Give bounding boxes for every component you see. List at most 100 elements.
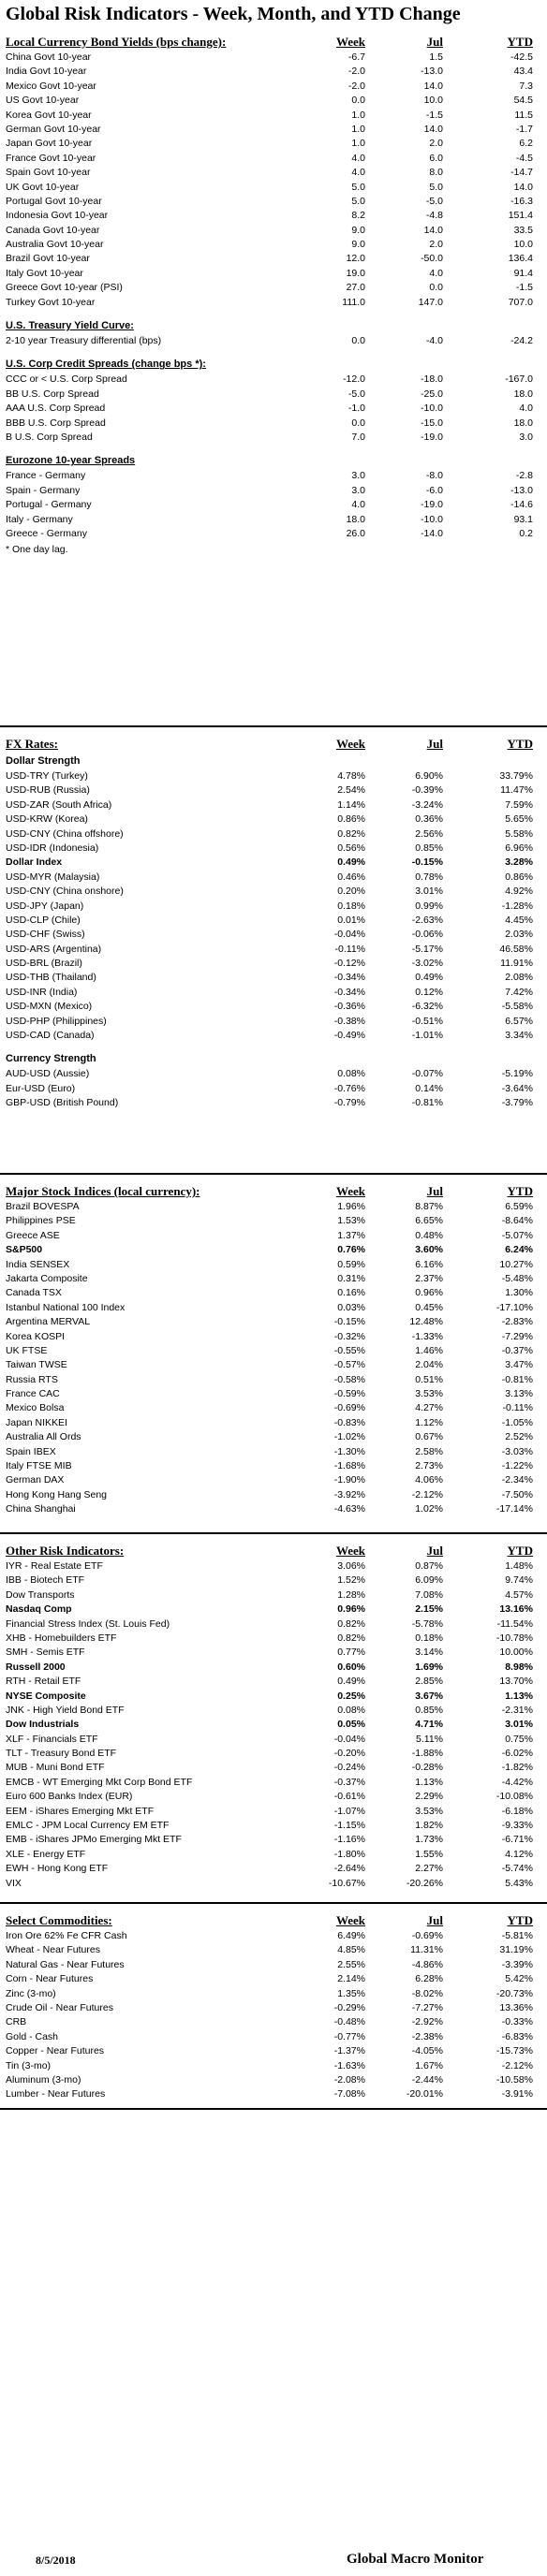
ytd-value: -5.74% bbox=[501, 1863, 533, 1875]
row-label: France Govt 10-year bbox=[6, 152, 96, 164]
row-label: Mexico Govt 10-year bbox=[6, 80, 96, 92]
section-divider bbox=[0, 1173, 547, 1175]
row-label: IYR - Real Estate ETF bbox=[6, 1560, 103, 1572]
jul-value: -0.39% bbox=[411, 784, 443, 797]
ytd-value: -24.2 bbox=[510, 335, 533, 347]
ytd-value: 5.65% bbox=[505, 813, 533, 826]
jul-value: 6.90% bbox=[415, 770, 443, 782]
week-value: 1.0 bbox=[351, 109, 365, 121]
jul-value: 1.5 bbox=[429, 51, 443, 63]
week-value: -0.20% bbox=[333, 1748, 365, 1760]
row-label: Italy Govt 10-year bbox=[6, 267, 83, 279]
ytd-value: 6.59% bbox=[505, 1201, 533, 1212]
week-value: 0.08% bbox=[337, 1704, 365, 1716]
ytd-value: 136.4 bbox=[508, 253, 533, 265]
section-divider bbox=[0, 1902, 547, 1904]
row-label: Financial Stress Index (St. Louis Fed) bbox=[6, 1617, 170, 1630]
jul-value: 0.78% bbox=[415, 871, 443, 883]
ytd-value: -6.02% bbox=[501, 1748, 533, 1760]
row-label: USD-TRY (Turkey) bbox=[6, 770, 88, 782]
ytd-value: 8.98% bbox=[505, 1661, 533, 1673]
jul-value: 10.0 bbox=[423, 95, 443, 107]
week-value: 26.0 bbox=[346, 527, 365, 539]
ytd-value: -4.5 bbox=[515, 152, 533, 164]
row-label: Gold - Cash bbox=[6, 2030, 59, 2042]
table-row: Financial Stress Index (St. Louis Fed) 0.… bbox=[0, 1617, 547, 1632]
jul-value: -10.0 bbox=[421, 513, 443, 525]
week-value: -1.37% bbox=[333, 2045, 365, 2057]
ytd-value: 18.0 bbox=[513, 417, 533, 429]
table-row: Argentina MERVAL -0.15% 12.48% -2.83% bbox=[0, 1315, 547, 1329]
ytd-value: 151.4 bbox=[508, 210, 533, 222]
row-label: Eur-USD (Euro) bbox=[6, 1082, 76, 1094]
jul-value: -6.0 bbox=[425, 484, 443, 496]
row-label: USD-THB (Thailand) bbox=[6, 972, 96, 984]
table-row: MUB - Muni Bond ETF -0.24% -0.28% -1.82% bbox=[0, 1761, 547, 1775]
week-value: -0.76% bbox=[333, 1082, 365, 1094]
row-label: India SENSEX bbox=[6, 1258, 70, 1270]
week-value: -0.61% bbox=[333, 1791, 365, 1803]
table-row: Crude Oil - Near Futures -0.29% -7.27% 13.3… bbox=[0, 2001, 547, 2015]
week-value: 3.0 bbox=[351, 470, 365, 482]
row-label: EMB - iShares JPMo Emerging Mkt ETF bbox=[6, 1834, 182, 1846]
row-label: BB U.S. Corp Spread bbox=[6, 388, 99, 400]
ytd-value: -2.83% bbox=[501, 1316, 533, 1328]
commodities-section: Select Commodities: Week Jul YTD Iron Or… bbox=[0, 1910, 547, 2102]
row-label: CRB bbox=[6, 2016, 27, 2028]
jul-value: 2.73% bbox=[415, 1460, 443, 1472]
week-value: 1.35% bbox=[337, 1987, 365, 1999]
ytd-value: 1.13% bbox=[505, 1690, 533, 1702]
table-row: Australia Govt 10-year 9.0 2.0 10.0 bbox=[0, 238, 547, 252]
row-label: EMCB - WT Emerging Mkt Corp Bond ETF bbox=[6, 1776, 193, 1788]
week-value: 8.2 bbox=[351, 210, 365, 222]
row-label: Korea Govt 10-year bbox=[6, 109, 92, 121]
jul-value: -15.0 bbox=[421, 417, 443, 429]
jul-value: 3.01% bbox=[415, 886, 443, 898]
lag-footnote: * One day lag. bbox=[6, 544, 68, 556]
ytd-value: 1.48% bbox=[505, 1560, 533, 1572]
jul-value: 8.0 bbox=[429, 167, 443, 179]
jul-value: 0.51% bbox=[415, 1373, 443, 1385]
ytd-value: -5.07% bbox=[501, 1229, 533, 1241]
row-label: 2-10 year Treasury differential (bps) bbox=[6, 335, 162, 347]
week-value: 3.0 bbox=[351, 484, 365, 496]
week-value: -0.83% bbox=[333, 1416, 365, 1428]
table-row: Italy Govt 10-year 19.0 4.0 91.4 bbox=[0, 267, 547, 281]
table-row: Russell 2000 0.60% 1.69% 8.98% bbox=[0, 1661, 547, 1675]
ytd-value: 13.36% bbox=[499, 2001, 533, 2013]
eurozone-spreads-heading: Eurozone 10-year Spreads bbox=[6, 455, 136, 467]
jul-value: -0.15% bbox=[411, 856, 443, 869]
ytd-column-header: YTD bbox=[507, 737, 533, 751]
ytd-value: 5.58% bbox=[505, 827, 533, 840]
row-label: Dollar Index bbox=[6, 856, 63, 869]
ytd-value: -3.91% bbox=[501, 2088, 533, 2100]
table-row: Corn - Near Futures 2.14% 6.28% 5.42% bbox=[0, 1972, 547, 1986]
jul-value: -0.81% bbox=[411, 1097, 443, 1109]
ytd-value: -17.14% bbox=[495, 1503, 533, 1515]
table-row: Mexico Govt 10-year -2.0 14.0 7.3 bbox=[0, 80, 547, 94]
week-value: 0.82% bbox=[337, 1617, 365, 1630]
week-value: -0.15% bbox=[333, 1316, 365, 1328]
row-label: USD-ARS (Argentina) bbox=[6, 943, 102, 955]
jul-value: 1.67% bbox=[415, 2059, 443, 2071]
week-value: 2.55% bbox=[337, 1958, 365, 1970]
row-label: EMLC - JPM Local Currency EM ETF bbox=[6, 1820, 170, 1832]
row-label: Dow Industrials bbox=[6, 1719, 80, 1731]
row-label: S&P500 bbox=[6, 1244, 43, 1256]
week-value: 4.0 bbox=[351, 499, 365, 511]
row-label: Natural Gas - Near Futures bbox=[6, 1958, 125, 1970]
jul-value: 0.12% bbox=[415, 986, 443, 998]
row-label: Australia All Ords bbox=[6, 1431, 81, 1443]
week-value: -0.58% bbox=[333, 1373, 365, 1385]
table-row: Taiwan TWSE -0.57% 2.04% 3.47% bbox=[0, 1358, 547, 1372]
table-row: GBP-USD (British Pound) -0.79% -0.81% -3.79… bbox=[0, 1096, 547, 1110]
week-value: 0.49% bbox=[337, 856, 365, 869]
row-label: Jakarta Composite bbox=[6, 1272, 88, 1284]
row-label: Philippines PSE bbox=[6, 1215, 76, 1227]
table-row: Greece - Germany 26.0 -14.0 0.2 bbox=[0, 527, 547, 541]
row-label: USD-IDR (Indonesia) bbox=[6, 842, 99, 854]
ytd-value: 4.45% bbox=[505, 914, 533, 926]
ytd-value: -1.22% bbox=[501, 1460, 533, 1472]
jul-value: 6.09% bbox=[415, 1574, 443, 1587]
jul-value: 2.04% bbox=[415, 1359, 443, 1371]
